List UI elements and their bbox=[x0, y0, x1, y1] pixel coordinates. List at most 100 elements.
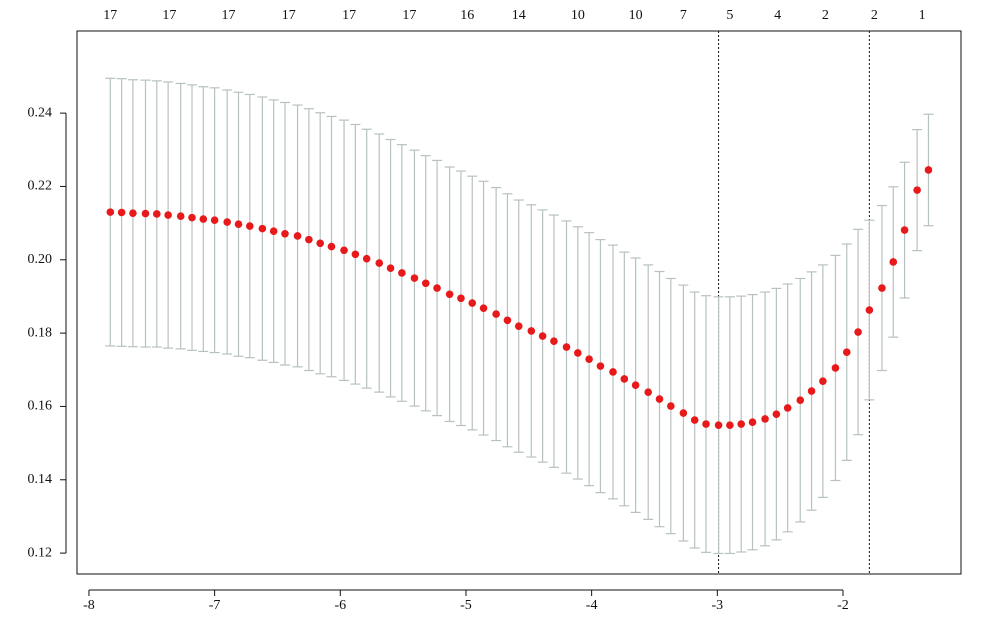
point bbox=[305, 235, 313, 244]
y-tick-label: 0.22 bbox=[28, 179, 53, 194]
point bbox=[900, 226, 909, 234]
x-tick-label: -2 bbox=[837, 598, 849, 613]
point bbox=[631, 381, 640, 389]
point bbox=[819, 377, 827, 385]
x-tick-label: -3 bbox=[711, 598, 723, 613]
point bbox=[141, 209, 150, 218]
y-tick-label: 0.20 bbox=[28, 252, 53, 267]
point bbox=[644, 388, 652, 396]
point bbox=[842, 348, 851, 356]
top-tick-label: 14 bbox=[512, 8, 526, 23]
x-tick-label: -6 bbox=[334, 598, 346, 613]
point bbox=[153, 210, 161, 218]
point bbox=[258, 224, 267, 233]
point bbox=[527, 327, 536, 335]
y-tick-label: 0.18 bbox=[28, 325, 53, 340]
point bbox=[726, 421, 734, 429]
point bbox=[362, 254, 371, 263]
point bbox=[878, 284, 886, 292]
point bbox=[129, 209, 137, 218]
y-tick-label: 0.24 bbox=[28, 105, 53, 120]
point bbox=[585, 355, 593, 363]
x-tick-label: -7 bbox=[209, 598, 221, 613]
top-tick-label: 17 bbox=[221, 8, 235, 23]
top-tick-label: 4 bbox=[774, 8, 781, 23]
top-tick-label: 1 bbox=[919, 8, 926, 23]
top-tick-label: 2 bbox=[822, 8, 829, 23]
point bbox=[924, 166, 933, 174]
point bbox=[737, 420, 745, 428]
point bbox=[468, 299, 477, 307]
point bbox=[783, 404, 792, 412]
y-tick-label: 0.12 bbox=[28, 545, 53, 560]
point bbox=[386, 264, 395, 273]
point bbox=[176, 212, 185, 220]
point bbox=[457, 294, 465, 303]
point bbox=[281, 229, 289, 238]
point bbox=[714, 421, 723, 429]
point bbox=[609, 368, 617, 376]
top-tick-label: 17 bbox=[282, 8, 296, 23]
point bbox=[433, 284, 441, 292]
point bbox=[655, 395, 664, 403]
top-tick-label: 17 bbox=[342, 8, 356, 23]
point bbox=[514, 322, 523, 330]
point bbox=[690, 416, 699, 424]
point bbox=[538, 332, 547, 340]
point bbox=[340, 246, 348, 255]
point bbox=[807, 387, 816, 395]
point bbox=[679, 409, 688, 417]
point bbox=[702, 420, 710, 428]
top-tick-label: 2 bbox=[871, 8, 878, 23]
top-tick-label: 16 bbox=[460, 8, 474, 23]
point bbox=[269, 227, 278, 235]
point bbox=[398, 269, 406, 277]
point bbox=[796, 396, 805, 405]
point bbox=[234, 220, 243, 229]
point bbox=[831, 364, 840, 372]
point bbox=[492, 310, 500, 318]
point bbox=[351, 250, 360, 259]
point bbox=[246, 222, 254, 230]
top-tick-label: 5 bbox=[726, 8, 733, 23]
point bbox=[445, 290, 454, 299]
point bbox=[199, 215, 208, 223]
point bbox=[210, 216, 219, 224]
top-tick-label: 17 bbox=[162, 8, 176, 23]
point bbox=[293, 232, 302, 240]
point bbox=[748, 418, 757, 427]
point bbox=[596, 362, 605, 370]
top-tick-label: 10 bbox=[629, 8, 643, 23]
top-tick-label: 17 bbox=[103, 8, 117, 23]
top-tick-label: 10 bbox=[571, 8, 585, 23]
point bbox=[772, 410, 781, 418]
point bbox=[854, 328, 862, 336]
point bbox=[865, 306, 874, 314]
point bbox=[550, 337, 558, 345]
y-tick-label: 0.16 bbox=[28, 399, 53, 414]
point bbox=[503, 316, 512, 325]
plot-frame bbox=[76, 30, 962, 575]
point bbox=[410, 274, 419, 282]
top-tick-label: 17 bbox=[402, 8, 416, 23]
top-tick-label: 7 bbox=[680, 8, 687, 23]
point bbox=[117, 208, 126, 217]
point bbox=[223, 218, 231, 226]
point bbox=[327, 242, 336, 251]
point bbox=[562, 343, 571, 351]
point bbox=[667, 402, 675, 410]
point bbox=[316, 239, 324, 248]
x-tick-label: -8 bbox=[83, 598, 95, 613]
point bbox=[620, 375, 629, 383]
point bbox=[188, 213, 196, 222]
point bbox=[913, 186, 921, 194]
point bbox=[164, 211, 172, 219]
point bbox=[421, 279, 430, 288]
x-tick-label: -5 bbox=[460, 598, 472, 613]
point bbox=[761, 415, 769, 423]
x-tick-label: -4 bbox=[586, 598, 598, 613]
point bbox=[479, 304, 488, 312]
point bbox=[574, 349, 582, 357]
point bbox=[106, 208, 115, 216]
y-tick-label: 0.14 bbox=[28, 472, 53, 487]
